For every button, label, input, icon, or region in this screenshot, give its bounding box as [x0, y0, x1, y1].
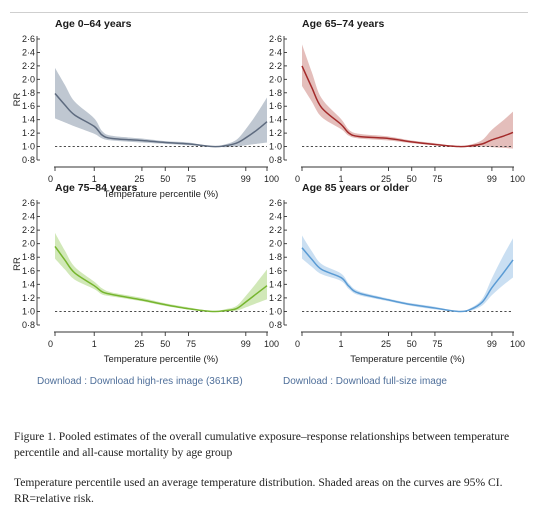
- x-tick-label: 1: [339, 174, 344, 184]
- panel-title: Age 65–74 years: [302, 18, 384, 30]
- y-tick-label: 0·8: [269, 320, 282, 330]
- figure-caption: Figure 1. Pooled estimates of the overal…: [14, 430, 510, 459]
- y-tick-label: 1·2: [22, 128, 35, 138]
- x-tick-label: 100: [264, 339, 279, 349]
- x-tick-label: 25: [381, 174, 391, 184]
- x-tick-label: 1: [92, 174, 97, 184]
- y-tick-label: 1·0: [269, 142, 282, 152]
- y-tick-label: 1·6: [269, 101, 282, 111]
- y-tick-label: 2·0: [269, 74, 282, 84]
- x-tick-label: 0: [295, 339, 300, 349]
- y-tick-label: 1·4: [269, 279, 282, 289]
- panel-title: Age 85 years or older: [302, 182, 409, 194]
- x-tick-label: 25: [134, 339, 144, 349]
- x-tick-label: 75: [186, 339, 196, 349]
- x-tick-label: 100: [510, 174, 525, 184]
- x-tick-label: 99: [487, 339, 497, 349]
- x-tick-label: 50: [407, 339, 417, 349]
- chart-panel-3: 0·8 1·0 1·2 1·4 1·6 1·8 2·0 2·2 2·4 2·6 0 1 25 50 75 99…: [12, 182, 279, 365]
- y-tick-label: 2·6: [269, 34, 282, 44]
- y-tick-label: 2·0: [269, 239, 282, 249]
- y-tick-label: 0·8: [22, 320, 35, 330]
- x-tick-label: 100: [264, 174, 279, 184]
- x-tick-label: 50: [407, 174, 417, 184]
- y-tick-label: 0·8: [269, 155, 282, 165]
- y-tick-label: 1·4: [269, 115, 282, 125]
- download-full-size-link[interactable]: Download : Download full-size image: [283, 376, 447, 387]
- y-tick-label: 1·2: [269, 293, 282, 303]
- x-tick-label: 25: [381, 339, 391, 349]
- y-tick-label: 1·0: [22, 142, 35, 152]
- x-tick-label: 75: [432, 339, 442, 349]
- y-tick-label: 2·6: [22, 34, 35, 44]
- y-tick-label: 1·6: [22, 266, 35, 276]
- y-tick-label: 2·2: [22, 225, 35, 235]
- panel-title: Age 0–64 years: [55, 18, 132, 30]
- x-tick-label: 0: [48, 174, 53, 184]
- ci-band: [55, 232, 267, 312]
- y-tick-label: 1·6: [22, 101, 35, 111]
- y-tick-label: 1·0: [22, 306, 35, 316]
- y-tick-label: 1·8: [22, 88, 35, 98]
- x-tick-label: 25: [134, 174, 144, 184]
- y-tick-label: 2·2: [269, 61, 282, 71]
- x-tick-label: 50: [160, 339, 170, 349]
- y-tick-label: 2·2: [22, 61, 35, 71]
- chart-panel-2: 0·8 1·0 1·2 1·4 1·6 1·8 2·0 2·2 2·4 2·6 0 1 25 50 75 99…: [269, 18, 525, 184]
- x-axis-title: Temperature percentile (%): [350, 354, 465, 365]
- y-tick-label: 2·4: [269, 47, 282, 57]
- x-tick-label: 99: [487, 174, 497, 184]
- y-tick-label: 1·8: [22, 252, 35, 262]
- ci-band: [302, 235, 513, 312]
- x-tick-label: 75: [432, 174, 442, 184]
- chart-panel-1: 0·8 1·0 1·2 1·4 1·6 1·8 2·0 2·2 2·4 2·6 0 1 25 50 75 99…: [12, 18, 279, 200]
- y-tick-label: 2·0: [22, 74, 35, 84]
- y-tick-label: 2·6: [269, 198, 282, 208]
- y-tick-label: 1·6: [269, 266, 282, 276]
- rr-curve: [54, 92, 268, 148]
- y-axis-title: RR: [12, 93, 23, 107]
- x-tick-label: 100: [510, 339, 525, 349]
- x-tick-label: 75: [186, 174, 196, 184]
- x-tick-label: 1: [92, 339, 97, 349]
- x-tick-label: 0: [48, 339, 53, 349]
- y-tick-label: 2·4: [22, 212, 35, 222]
- y-axis-title: RR: [12, 257, 23, 271]
- y-tick-label: 2·0: [22, 239, 35, 249]
- figure-note: Temperature percentile used an average t…: [14, 476, 503, 505]
- x-tick-label: 1: [339, 339, 344, 349]
- ci-band: [55, 67, 267, 148]
- x-tick-label: 50: [160, 174, 170, 184]
- rr-curve: [301, 247, 514, 313]
- x-axis-title: Temperature percentile (%): [104, 189, 219, 200]
- y-tick-label: 1·2: [269, 128, 282, 138]
- y-tick-label: 1·2: [22, 293, 35, 303]
- y-tick-label: 2·4: [269, 212, 282, 222]
- x-tick-label: 0: [295, 174, 300, 184]
- age-group-charts: 0·8 1·0 1·2 1·4 1·6 1·8 2·0 2·2 2·4 2·6 0 1 25 50 75 99…: [12, 18, 525, 365]
- top-divider: [10, 12, 528, 13]
- y-tick-label: 2·4: [22, 47, 35, 57]
- ci-band: [302, 44, 513, 149]
- y-tick-label: 1·8: [269, 88, 282, 98]
- x-axis-title: Temperature percentile (%): [104, 354, 219, 365]
- chart-panel-4: 0·8 1·0 1·2 1·4 1·6 1·8 2·0 2·2 2·4 2·6 0 1 25 50 75 99…: [269, 182, 525, 365]
- y-tick-label: 2·6: [22, 198, 35, 208]
- rr-curve: [301, 65, 514, 148]
- panel-title: Age 75–84 years: [55, 182, 137, 194]
- y-tick-label: 1·4: [22, 279, 35, 289]
- y-tick-label: 2·2: [269, 225, 282, 235]
- y-tick-label: 1·4: [22, 115, 35, 125]
- y-tick-label: 1·0: [269, 306, 282, 316]
- x-tick-label: 99: [241, 174, 251, 184]
- x-tick-label: 99: [241, 339, 251, 349]
- y-tick-label: 1·8: [269, 252, 282, 262]
- download-high-res-link[interactable]: Download : Download high-res image (361K…: [37, 376, 243, 387]
- rr-curve: [54, 245, 268, 313]
- y-tick-label: 0·8: [22, 155, 35, 165]
